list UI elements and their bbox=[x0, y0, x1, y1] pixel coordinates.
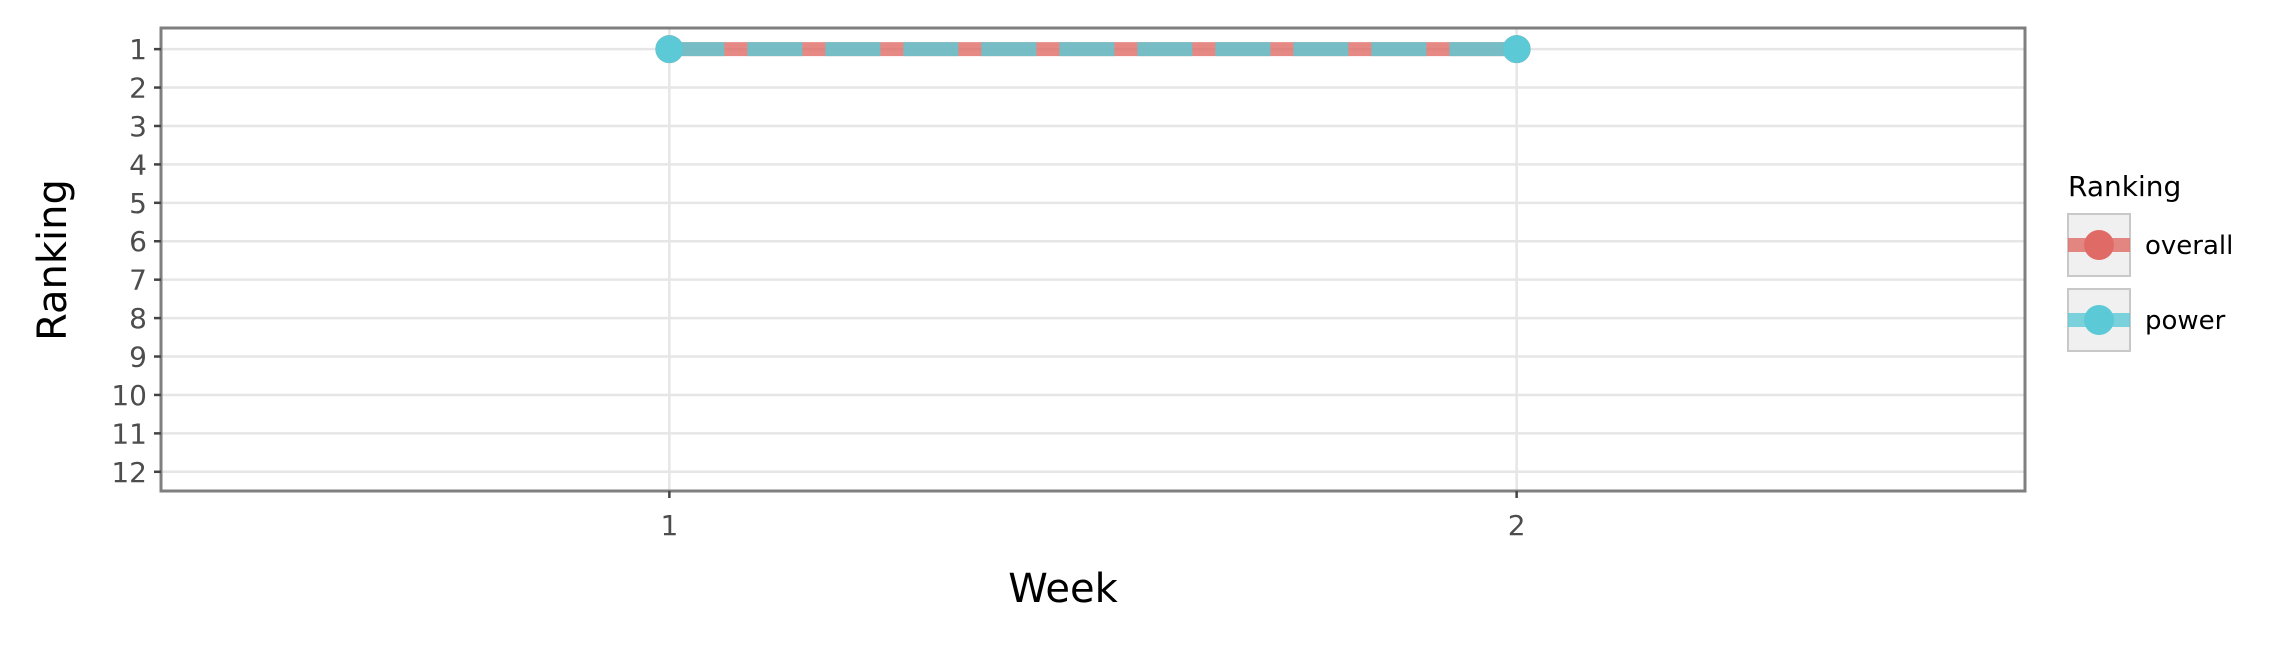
legend-label-power: power bbox=[2145, 306, 2226, 336]
legend-item-overall: overall bbox=[2067, 213, 2233, 277]
gridlines bbox=[161, 28, 2025, 491]
y-axis-title: Ranking bbox=[30, 179, 76, 341]
y-tick-label: 5 bbox=[129, 187, 147, 220]
y-tick-label: 1 bbox=[129, 33, 147, 66]
y-tick-label: 4 bbox=[129, 148, 147, 181]
legend: Ranking overall power bbox=[2067, 170, 2233, 352]
data-points bbox=[655, 35, 1531, 64]
data-point-power bbox=[655, 35, 684, 64]
x-tick-label: 2 bbox=[1508, 509, 1526, 542]
y-tick-label: 3 bbox=[129, 110, 147, 143]
y-tick-label: 2 bbox=[129, 72, 147, 105]
legend-marker-overall bbox=[2084, 230, 2114, 260]
data-point-power bbox=[1502, 35, 1531, 64]
y-tick-label: 12 bbox=[111, 456, 147, 489]
y-tick-label: 10 bbox=[111, 379, 147, 412]
y-tick-label: 11 bbox=[111, 417, 147, 450]
x-axis-title: Week bbox=[1008, 566, 1118, 612]
legend-marker-power bbox=[2084, 305, 2114, 335]
legend-title: Ranking bbox=[2068, 170, 2181, 203]
y-tick-label: 9 bbox=[129, 341, 147, 374]
legend-label-overall: overall bbox=[2145, 231, 2233, 261]
legend-item-power: power bbox=[2067, 288, 2226, 352]
plot-panel-border bbox=[159, 26, 2027, 493]
x-tick-label: 1 bbox=[660, 509, 678, 542]
y-tick-label: 8 bbox=[129, 302, 147, 335]
y-tick-label: 7 bbox=[129, 264, 147, 297]
y-tick-label: 6 bbox=[129, 225, 147, 258]
